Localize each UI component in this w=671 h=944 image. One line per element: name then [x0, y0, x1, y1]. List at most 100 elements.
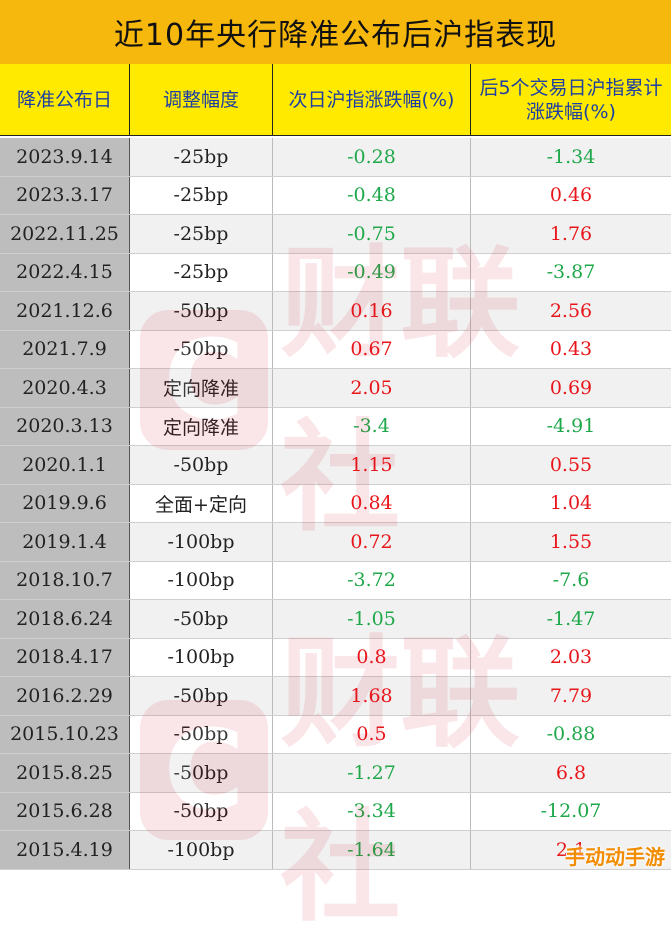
cell-five-day-change: 7.79: [471, 677, 671, 715]
cell-adjustment: -50bp: [130, 715, 273, 753]
cell-next-day-change: 0.72: [273, 523, 471, 561]
cell-date: 2020.3.13: [0, 407, 130, 445]
cell-adjustment: -100bp: [130, 561, 273, 599]
cell-five-day-change: -0.88: [546, 723, 596, 746]
table-row: 2015.10.23 -50bp 0.5 -0.88: [0, 715, 671, 754]
cell-adjustment: -100bp: [130, 831, 273, 869]
cell-adjustment: -100bp: [130, 523, 273, 561]
cell-next-day-change: -0.49: [273, 253, 471, 291]
cell-date: 2015.4.19: [0, 831, 130, 869]
table-row: 2021.7.9 -50bp 0.67 0.43: [0, 330, 671, 369]
table-row: 2021.12.6 -50bp 0.16 2.56: [0, 292, 671, 331]
cell-next-day-change: 0.8: [273, 638, 471, 676]
table-row: 2022.4.15 -25bp -0.49 -3.87: [0, 253, 671, 292]
table-row: 2015.8.25 -50bp -1.27 6.8: [0, 754, 671, 793]
cell-adjustment: 定向降准: [130, 407, 273, 445]
header-announce-date: 降准公布日: [0, 64, 130, 136]
cell-adjustment: -100bp: [130, 638, 273, 676]
cell-adjustment: -50bp: [130, 292, 273, 330]
cell-five-day-change: 0.69: [471, 369, 671, 407]
cell-date: 2018.6.24: [0, 600, 130, 638]
cell-five-day-change: -4.91: [546, 415, 596, 438]
cell-next-day-change: 0.67: [273, 330, 471, 368]
cell-next-day-change: -3.4: [273, 407, 471, 445]
cell-adjustment: 全面+定向: [130, 484, 273, 522]
table-row: 2018.6.24 -50bp -1.05 -1.47: [0, 600, 671, 639]
cell-date: 2020.4.3: [0, 369, 130, 407]
cell-five-day-change: -1.47: [471, 600, 671, 638]
table-row: 2019.9.6 全面+定向 0.84 1.04: [0, 484, 671, 523]
table-row: 2023.9.14 -25bp -0.28 -1.34: [0, 138, 671, 177]
cell-date: 2015.8.25: [0, 754, 130, 792]
table-row: 2016.2.29 -50bp 1.68 7.79: [0, 677, 671, 716]
cell-five-day-change: 6.8: [471, 754, 671, 792]
cell-next-day-change: 0.84: [273, 484, 471, 522]
cell-date: 2021.12.6: [0, 292, 130, 330]
table-title: 近10年央行降准公布后沪指表现: [0, 0, 671, 65]
cell-date: 2022.4.15: [0, 253, 130, 291]
table-row: 2015.6.28 -50bp -3.34 -12.07: [0, 792, 671, 831]
cell-next-day-change: 2.05: [273, 369, 471, 407]
table-row: 2018.4.17 -100bp 0.8 2.03: [0, 638, 671, 677]
cell-date: 2023.3.17: [0, 176, 130, 214]
cell-five-day-change: 1.04: [549, 492, 593, 515]
cell-next-day-change: -1.27: [273, 754, 471, 792]
cell-date: 2021.7.9: [0, 330, 130, 368]
cell-adjustment: -25bp: [130, 176, 273, 214]
site-badge: 手动动手游: [565, 845, 665, 869]
cell-adjustment: -50bp: [130, 600, 273, 638]
cell-five-day-change: -12.07: [540, 800, 602, 823]
header-five-day-change: 后5个交易日沪指累计涨跌幅(%): [471, 64, 671, 136]
cell-date: 2015.10.23: [0, 715, 130, 753]
cell-five-day-change: 0.43: [549, 338, 593, 361]
cell-adjustment: -50bp: [130, 754, 273, 792]
cell-date: 2019.1.4: [0, 523, 130, 561]
cell-adjustment: -50bp: [130, 677, 273, 715]
table-body: 2023.9.14 -25bp -0.28 -1.34 2023.3.17 -25bp -0…: [0, 138, 671, 870]
cell-adjustment: -50bp: [130, 792, 273, 830]
table-row: 2019.1.4 -100bp 0.72 1.55: [0, 523, 671, 562]
table-row: 2020.4.3 定向降准 2.05 0.69: [0, 369, 671, 408]
cell-adjustment: -50bp: [130, 330, 273, 368]
header-next-day-change: 次日沪指涨跌幅(%): [273, 64, 471, 136]
cell-date: 2018.4.17: [0, 638, 130, 676]
cell-next-day-change: -0.48: [273, 176, 471, 214]
cell-next-day-change: -3.72: [273, 561, 471, 599]
cell-adjustment: 定向降准: [130, 369, 273, 407]
cell-five-day-change: -1.34: [471, 138, 671, 176]
cell-five-day-change: -3.87: [546, 261, 596, 284]
cell-date: 2019.9.6: [0, 484, 130, 522]
cell-next-day-change: 0.16: [273, 292, 471, 330]
table-row: 2022.11.25 -25bp -0.75 1.76: [0, 215, 671, 254]
cell-adjustment: -25bp: [130, 253, 273, 291]
cell-five-day-change: 2.56: [471, 292, 671, 330]
cell-five-day-change: 2.03: [549, 646, 593, 669]
cell-next-day-change: 0.5: [273, 715, 471, 753]
cell-date: 2018.10.7: [0, 561, 130, 599]
cell-five-day-change: 0.46: [549, 184, 593, 207]
cell-date: 2020.1.1: [0, 446, 130, 484]
cell-date: 2016.2.29: [0, 677, 130, 715]
cell-next-day-change: -3.34: [273, 792, 471, 830]
table-row: 2020.1.1 -50bp 1.15 0.55: [0, 446, 671, 485]
header-adjustment: 调整幅度: [130, 64, 273, 136]
cell-five-day-change: -7.6: [552, 569, 590, 592]
cell-adjustment: -50bp: [130, 446, 273, 484]
cell-next-day-change: 1.15: [273, 446, 471, 484]
cell-five-day-change: 0.55: [471, 446, 671, 484]
cell-date: 2023.9.14: [0, 138, 130, 176]
cell-five-day-change: 2.1: [471, 831, 671, 869]
cell-five-day-change: 1.76: [471, 215, 671, 253]
cell-date: 2022.11.25: [0, 215, 130, 253]
table-row: 2015.4.19 -100bp -1.64 2.1: [0, 831, 671, 870]
cell-next-day-change: 1.68: [273, 677, 471, 715]
cell-next-day-change: -1.64: [273, 831, 471, 869]
cell-five-day-change: 1.55: [471, 523, 671, 561]
table-row: 2018.10.7 -100bp -3.72 -7.6: [0, 561, 671, 600]
table-row: 2023.3.17 -25bp -0.48 0.46: [0, 176, 671, 215]
cell-next-day-change: -0.28: [273, 138, 471, 176]
cell-date: 2015.6.28: [0, 792, 130, 830]
cell-adjustment: -25bp: [130, 138, 273, 176]
cell-next-day-change: -0.75: [273, 215, 471, 253]
cell-adjustment: -25bp: [130, 215, 273, 253]
